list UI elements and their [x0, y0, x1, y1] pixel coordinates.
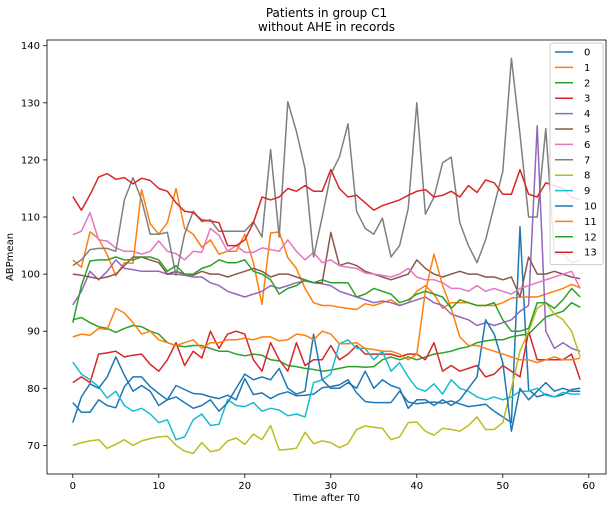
legend-label-11: 11	[584, 217, 597, 228]
legend-label-9: 9	[584, 186, 590, 197]
x-axis-ticks: 0 10 20 30 40 50 60	[70, 474, 595, 492]
legend-label-4: 4	[584, 109, 590, 120]
legend-label-5: 5	[584, 125, 590, 136]
series-line-0	[72, 225, 581, 424]
series-line-8	[72, 301, 581, 455]
legend-label-13: 13	[584, 248, 597, 259]
y-tick-label: 80	[27, 384, 40, 395]
x-tick-label: 0	[70, 481, 76, 492]
legend-label-6: 6	[584, 140, 590, 151]
legend-label-3: 3	[584, 94, 590, 105]
y-tick-label: 140	[21, 41, 40, 52]
series-line-5	[72, 231, 581, 298]
series-line-10	[72, 319, 581, 432]
legend-label-7: 7	[584, 155, 590, 166]
legend-label-1: 1	[584, 63, 590, 74]
y-tick-label: 70	[27, 441, 40, 452]
series-layer	[72, 57, 581, 455]
series-line-4	[72, 124, 581, 352]
chart-title-line: without AHE in records	[258, 20, 395, 34]
series-line-11	[72, 253, 581, 364]
series-line-12	[72, 256, 581, 332]
y-tick-label: 100	[21, 270, 40, 281]
y-tick-label: 120	[21, 155, 40, 166]
x-tick-label: 60	[582, 481, 595, 492]
y-tick-label: 90	[27, 327, 40, 338]
series-line-13	[72, 168, 581, 247]
x-tick-label: 40	[410, 481, 423, 492]
series-line-3	[72, 330, 581, 384]
series-line-9	[72, 339, 581, 441]
series-line-6	[72, 211, 581, 295]
x-tick-label: 10	[152, 481, 165, 492]
legend-label-10: 10	[584, 202, 597, 213]
x-tick-label: 50	[496, 481, 509, 492]
y-axis-ticks: 70 80 90 100 110 120 130 140	[21, 41, 47, 452]
legend-label-12: 12	[584, 232, 597, 243]
y-tick-label: 110	[21, 213, 40, 224]
x-axis-label: Time after T0	[292, 493, 360, 504]
legend-label-2: 2	[584, 78, 590, 89]
plot-area	[46, 39, 607, 475]
y-tick-label: 130	[21, 98, 40, 109]
y-axis-label: ABPmean	[5, 233, 16, 281]
chart-title: Patients in group C1 without AHE in recor…	[258, 6, 395, 34]
x-tick-label: 30	[324, 481, 337, 492]
legend-label-0: 0	[584, 48, 590, 59]
x-tick-label: 20	[238, 481, 251, 492]
series-line-7	[72, 57, 581, 277]
chart-title-line: Patients in group C1	[266, 6, 387, 20]
legend-label-8: 8	[584, 171, 590, 182]
